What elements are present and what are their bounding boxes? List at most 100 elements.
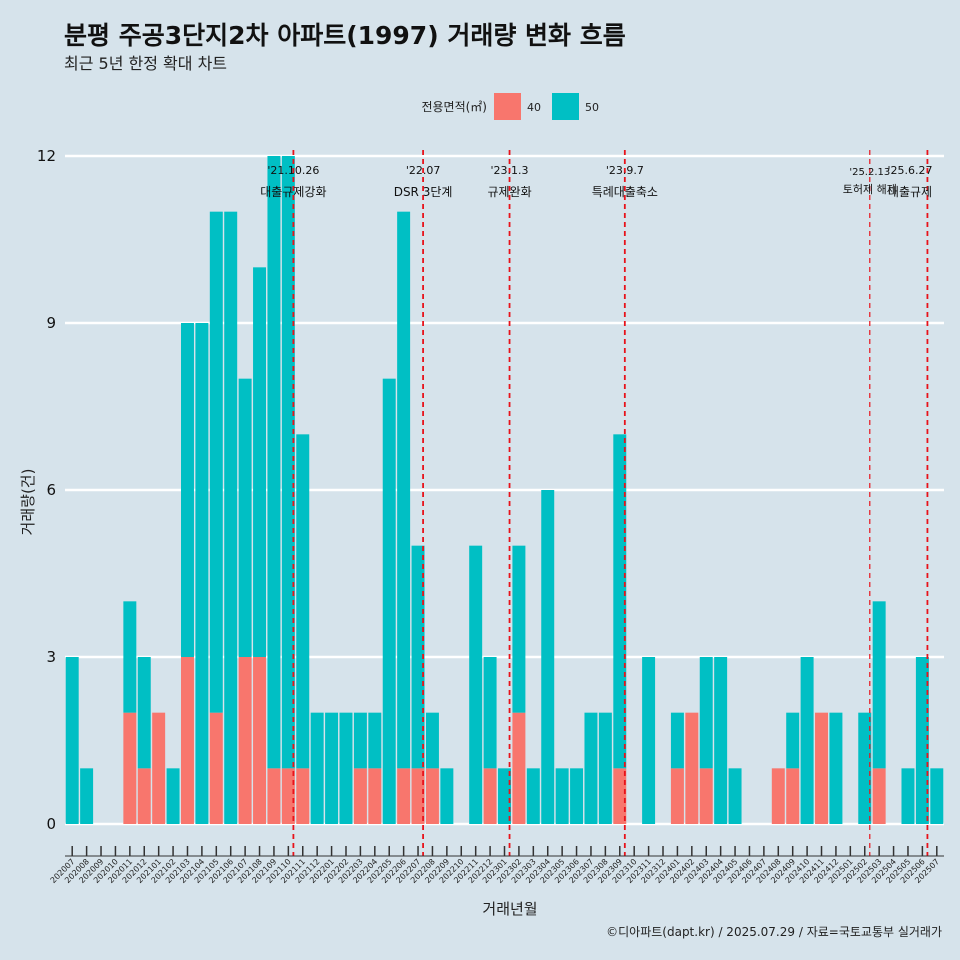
y-tick-label: 3 [46,648,56,666]
legend-swatch-40 [494,93,521,120]
x-axis: 2020072020082020092020102020112020122021… [49,846,944,885]
bar-40-202503 [872,768,886,824]
bar-50-202212 [483,657,497,769]
annotation-label: 규제완화 [487,185,531,199]
annotation-label: DSR 3단계 [394,185,453,199]
bar-40-202208 [425,768,439,824]
bar-50-202303 [526,768,540,824]
bar-50-202409 [786,712,800,769]
annotations: '21.10.26 대출규제강화 '22.07 DSR 3단계 '23.1.3 규제완화 '… [260,150,933,856]
bar-50-202405 [728,768,742,824]
bar-50-202301 [498,768,511,824]
y-tick-label: 9 [46,314,56,332]
bar-50-202308 [598,712,612,824]
bar-50-202105 [209,211,223,713]
bar-40-202411 [815,712,829,824]
legend-label-40: 40 [527,101,541,114]
bar-50-202107 [238,378,252,657]
caption: ©디아파트(dapt.kr) / 2025.07.29 / 자료=국토교통부 실… [606,925,942,939]
bar-40-202103 [180,657,194,824]
annotation-date: '23.9.7 [606,164,644,177]
bar-50-202205 [382,378,396,824]
bar-40-202107 [238,657,252,824]
y-axis-label: 거래량(건) [19,469,37,536]
bar-50-202111 [296,434,310,769]
bar-40-202111 [296,768,310,824]
bar-50-202211 [469,545,483,824]
y-tick-label: 6 [46,481,56,499]
bar-50-202404 [714,657,728,824]
bar-40-202403 [699,768,713,824]
bar-50-202403 [699,657,713,769]
bar-50-202106 [224,211,238,824]
bar-40-202012 [137,768,151,824]
chart-subtitle: 최근 5년 한정 확대 차트 [64,54,227,73]
bar-50-202008 [80,768,94,824]
bar-40-202402 [685,712,699,824]
bar-50-202207 [411,545,425,769]
bar-50-202109 [267,156,281,769]
annotation-label: 토허제 해제 [843,182,897,196]
legend-swatch-50 [552,93,579,120]
bar-40-202011 [123,712,137,824]
annotation-label: 대출규제 [888,185,932,199]
annotation-date: '23.1.3 [491,164,529,177]
bar-50-202307 [584,712,598,824]
bar-50-202503 [872,601,886,769]
bar-50-202304 [541,490,555,824]
bar-40-202204 [368,768,382,824]
bar-50-202302 [512,545,526,713]
bar-50-202412 [829,712,843,824]
bar-50-202410 [800,657,814,824]
bar-40-202302 [512,712,526,824]
bar-50-202505 [901,768,915,824]
bar-40-202109 [267,768,281,824]
annotation-label: 대출규제강화 [260,185,326,199]
bar-50-202103 [180,323,194,657]
bar-40-202206 [397,768,411,824]
bar-50-202110 [281,156,295,769]
annotation-date: '21.10.26 [267,164,319,177]
bar-50-202102 [166,768,180,824]
bar-50-202206 [397,211,411,769]
y-tick-label: 12 [37,147,56,165]
annotation-date: '22.07 [406,164,441,177]
bar-50-202305 [555,768,569,824]
bar-50-202309 [613,434,627,769]
bar-50-202306 [570,768,584,824]
chart-title: 분평 주공3단지2차 아파트(1997) 거래량 변화 흐름 [64,21,626,50]
annotation-date: '25.6.27 [887,164,932,177]
bar-40-202409 [786,768,800,824]
bar-50-202502 [858,712,872,824]
bar-50-202011 [123,601,137,713]
bar-50-202012 [137,657,151,769]
bar-40-202212 [483,768,497,824]
annotation-label: 특례대출축소 [592,185,658,199]
bar-40-202108 [253,657,267,824]
bar-50-202311 [642,657,656,824]
bar-50-202201 [325,712,339,824]
bar-50-202401 [670,712,684,769]
bar-50-202203 [353,712,367,769]
bar-40-202105 [209,712,223,824]
annotation-date: '25.2.13 [849,167,890,178]
bar-50-202007 [65,657,79,824]
bar-50-202204 [368,712,382,769]
bar-50-202506 [915,657,929,824]
bar-50-202112 [310,712,324,824]
legend-title: 전용면적(㎡) [421,100,487,114]
y-tick-label: 0 [46,815,56,833]
bar-40-202408 [771,768,785,824]
bar-50-202208 [425,712,439,769]
bar-50-202507 [930,768,944,824]
bar-50-202209 [440,768,454,824]
bar-40-202401 [670,768,684,824]
bar-40-202207 [411,768,425,824]
bar-40-202309 [613,768,627,824]
legend-label-50: 50 [585,101,599,114]
bar-40-202110 [281,768,295,824]
bars [65,156,944,824]
legend: 전용면적(㎡) 40 50 [421,93,599,120]
